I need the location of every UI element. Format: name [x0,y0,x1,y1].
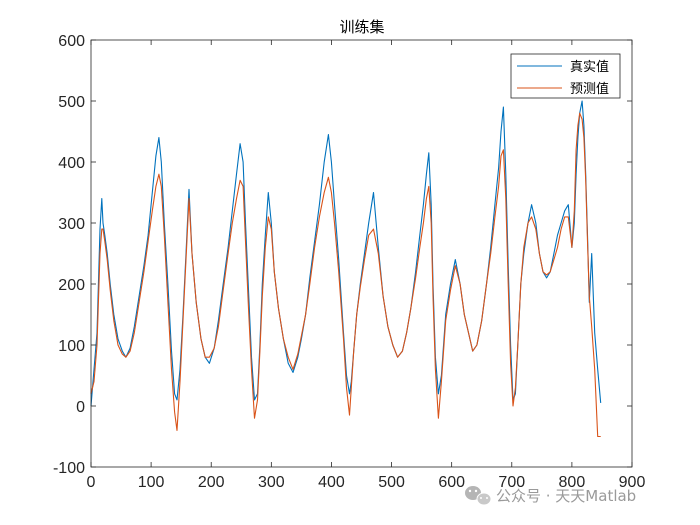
y-tick-label: 300 [58,216,85,233]
series-line-pred [90,112,601,438]
x-tick-label: 300 [258,474,285,491]
x-tick-label: 600 [438,474,465,491]
wechat-logo-icon [465,486,492,506]
legend-label-pred: 预测值 [570,81,609,97]
legend-label-true: 真实值 [570,59,609,75]
watermark: 公众号 · 天天Matlab [465,486,636,506]
axes-background [91,40,632,467]
axes-box [90,39,633,468]
x-tick-label: 0 [87,474,96,491]
x-tick-label: 800 [559,474,586,491]
watermark-text: 公众号 · 天天Matlab [496,487,636,505]
legend: 真实值 预测值 [510,53,621,99]
y-tick-label: -100 [53,460,85,477]
chart-title: 训练集 [339,18,384,36]
y-tick-label: 200 [58,277,85,294]
x-tick-label: 900 [619,474,646,491]
x-tick-label: 200 [198,474,225,491]
x-tick-label: 700 [498,474,525,491]
x-tick-label: 500 [378,474,405,491]
y-tick-label: 100 [58,338,85,355]
x-tick-label: 400 [318,474,345,491]
y-tick-label: 600 [58,33,85,50]
legend-box [510,53,621,99]
x-tick-label: 100 [138,474,165,491]
y-tick-label: 400 [58,155,85,172]
y-tick-label: 0 [76,399,85,416]
y-tick-label: 500 [58,94,85,111]
plot-area: 0 100 200 300 400 500 600 700 800 900-10001002003… [53,33,645,491]
